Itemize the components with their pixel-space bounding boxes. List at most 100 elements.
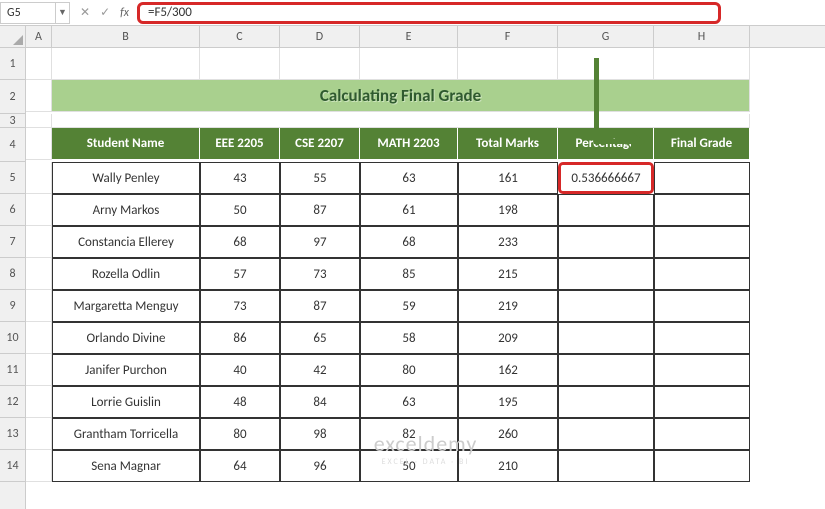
cell[interactable]: 68: [200, 226, 280, 258]
cell[interactable]: 198: [458, 194, 558, 226]
cell[interactable]: 233: [458, 226, 558, 258]
cell[interactable]: 195: [458, 386, 558, 418]
cell-name[interactable]: Margaretta Menguy: [52, 290, 200, 322]
cell[interactable]: 96: [280, 450, 360, 482]
cell[interactable]: [26, 322, 52, 354]
cell[interactable]: [654, 418, 750, 450]
cell[interactable]: [52, 48, 200, 80]
cell[interactable]: 97: [280, 226, 360, 258]
cell-name[interactable]: Constancia Ellerey: [52, 226, 200, 258]
cell[interactable]: [26, 194, 52, 226]
cell[interactable]: 161: [458, 162, 558, 194]
cell-percentage[interactable]: [558, 226, 654, 258]
cell[interactable]: [280, 48, 360, 80]
cell-name[interactable]: Lorrie Guislin: [52, 386, 200, 418]
cell[interactable]: [26, 114, 52, 128]
cell[interactable]: 80: [360, 354, 458, 386]
cell[interactable]: [654, 386, 750, 418]
cell[interactable]: 65: [280, 322, 360, 354]
row-header[interactable]: 11: [0, 354, 25, 386]
cell[interactable]: 59: [360, 290, 458, 322]
fx-icon[interactable]: fx: [120, 6, 137, 20]
cell-percentage[interactable]: [558, 258, 654, 290]
cell[interactable]: [654, 226, 750, 258]
cell[interactable]: 84: [280, 386, 360, 418]
cell-name[interactable]: Sena Magnar: [52, 450, 200, 482]
name-box-dropdown-icon[interactable]: ▼: [56, 2, 70, 24]
cell[interactable]: [26, 450, 52, 482]
cell-name[interactable]: Wally Penley: [52, 162, 200, 194]
row-header[interactable]: 6: [0, 194, 25, 226]
title-cell[interactable]: Calculating Final Grade: [52, 80, 750, 112]
cell[interactable]: [654, 48, 750, 80]
cell[interactable]: 64: [200, 450, 280, 482]
table-header[interactable]: Percentage: [558, 128, 654, 160]
col-header[interactable]: F: [458, 26, 558, 47]
cell[interactable]: 58: [360, 322, 458, 354]
table-header[interactable]: Total Marks: [458, 128, 558, 160]
cell[interactable]: [654, 322, 750, 354]
cell-name[interactable]: Janifer Purchon: [52, 354, 200, 386]
cell[interactable]: [654, 290, 750, 322]
cell[interactable]: [200, 48, 280, 80]
row-header[interactable]: 4: [0, 128, 25, 162]
cell[interactable]: 48: [200, 386, 280, 418]
cell-percentage[interactable]: [558, 450, 654, 482]
cell-name[interactable]: Orlando Divine: [52, 322, 200, 354]
cell[interactable]: [654, 354, 750, 386]
cell[interactable]: 85: [360, 258, 458, 290]
cell[interactable]: [26, 354, 52, 386]
row-header[interactable]: 9: [0, 290, 25, 322]
cell[interactable]: 82: [360, 418, 458, 450]
col-header[interactable]: A: [26, 26, 52, 47]
cell[interactable]: 87: [280, 194, 360, 226]
cell[interactable]: [360, 48, 458, 80]
col-header[interactable]: B: [52, 26, 200, 47]
cell[interactable]: [26, 258, 52, 290]
cell-percentage[interactable]: [558, 290, 654, 322]
cell[interactable]: [26, 386, 52, 418]
row-header[interactable]: 2: [0, 80, 25, 114]
col-header[interactable]: C: [200, 26, 280, 47]
row-header[interactable]: 14: [0, 450, 25, 482]
cell-percentage[interactable]: [558, 322, 654, 354]
row-header[interactable]: 3: [0, 114, 25, 128]
cell[interactable]: [26, 290, 52, 322]
cell[interactable]: 68: [360, 226, 458, 258]
name-box[interactable]: G5: [0, 2, 56, 24]
col-header[interactable]: H: [654, 26, 750, 47]
table-header[interactable]: MATH 2203: [360, 128, 458, 160]
cell[interactable]: 219: [458, 290, 558, 322]
cell[interactable]: [26, 418, 52, 450]
row-header[interactable]: 12: [0, 386, 25, 418]
row-header[interactable]: 5: [0, 162, 25, 194]
col-header[interactable]: E: [360, 26, 458, 47]
table-header[interactable]: Student Name: [52, 128, 200, 160]
cell[interactable]: 260: [458, 418, 558, 450]
cell[interactable]: [26, 48, 52, 80]
cell[interactable]: 73: [200, 290, 280, 322]
formula-input[interactable]: =F5/300: [137, 2, 721, 24]
cell[interactable]: [458, 48, 558, 80]
cell[interactable]: [52, 114, 750, 128]
cell[interactable]: 63: [360, 162, 458, 194]
cell[interactable]: 87: [280, 290, 360, 322]
cell[interactable]: 162: [458, 354, 558, 386]
cell[interactable]: 210: [458, 450, 558, 482]
col-header[interactable]: G: [558, 26, 654, 47]
cell[interactable]: [26, 226, 52, 258]
cell-percentage[interactable]: [558, 386, 654, 418]
cell-name[interactable]: Grantham Torricella: [52, 418, 200, 450]
row-header[interactable]: 1: [0, 48, 25, 80]
row-header[interactable]: 7: [0, 226, 25, 258]
cell[interactable]: 40: [200, 354, 280, 386]
cell[interactable]: [26, 128, 52, 160]
table-header[interactable]: EEE 2205: [200, 128, 280, 160]
row-header[interactable]: 8: [0, 258, 25, 290]
cell[interactable]: [26, 80, 52, 112]
cell[interactable]: [654, 258, 750, 290]
cell[interactable]: 55: [280, 162, 360, 194]
cell-name[interactable]: Arny Markos: [52, 194, 200, 226]
select-all-button[interactable]: [0, 26, 25, 48]
row-header[interactable]: 10: [0, 322, 25, 354]
